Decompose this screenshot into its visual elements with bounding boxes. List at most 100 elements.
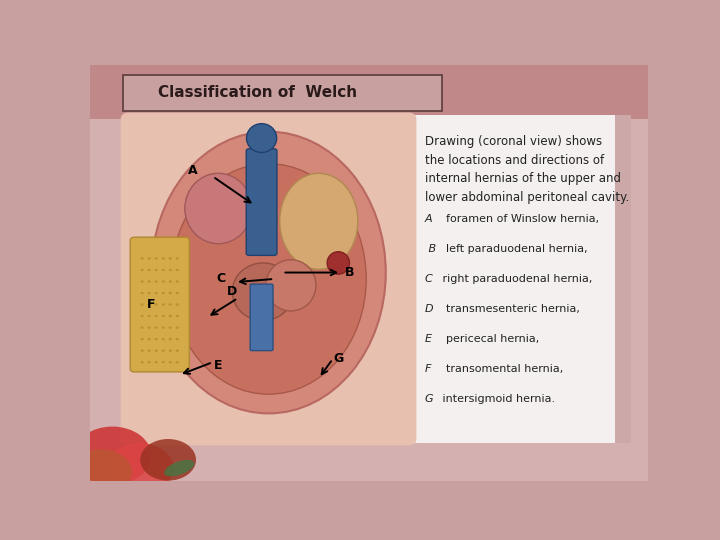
Circle shape (140, 338, 144, 340)
Circle shape (168, 257, 172, 260)
Circle shape (168, 292, 172, 294)
Circle shape (176, 257, 179, 260)
Circle shape (155, 349, 158, 352)
Circle shape (140, 280, 144, 283)
Text: G: G (333, 353, 343, 366)
Circle shape (140, 257, 144, 260)
Text: D: D (425, 305, 433, 314)
Circle shape (168, 269, 172, 271)
Circle shape (161, 326, 165, 329)
Circle shape (161, 257, 165, 260)
Circle shape (148, 280, 151, 283)
Circle shape (161, 269, 165, 271)
Circle shape (176, 292, 179, 294)
Circle shape (148, 326, 151, 329)
Circle shape (155, 257, 158, 260)
Text: G: G (425, 394, 433, 404)
Circle shape (155, 280, 158, 283)
Circle shape (176, 269, 179, 271)
Circle shape (161, 292, 165, 294)
Circle shape (176, 361, 179, 363)
Text: A: A (189, 164, 198, 177)
Text: left paraduodenal hernia,: left paraduodenal hernia, (438, 245, 588, 254)
Circle shape (148, 338, 151, 340)
FancyBboxPatch shape (246, 149, 277, 255)
Text: F: F (425, 364, 431, 374)
Text: intersigmoid hernia.: intersigmoid hernia. (438, 394, 555, 404)
Circle shape (73, 427, 151, 485)
Text: C: C (217, 273, 225, 286)
Circle shape (161, 303, 165, 306)
Circle shape (140, 361, 144, 363)
Circle shape (148, 269, 151, 271)
Text: B: B (425, 245, 436, 254)
FancyBboxPatch shape (126, 114, 615, 443)
Circle shape (176, 326, 179, 329)
Circle shape (176, 303, 179, 306)
Ellipse shape (266, 260, 316, 311)
Circle shape (155, 361, 158, 363)
Circle shape (168, 326, 172, 329)
Circle shape (168, 303, 172, 306)
Text: E: E (214, 359, 222, 372)
Circle shape (148, 315, 151, 318)
Text: right paraduodenal hernia,: right paraduodenal hernia, (438, 274, 592, 285)
Circle shape (155, 303, 158, 306)
Circle shape (168, 338, 172, 340)
FancyBboxPatch shape (90, 65, 648, 119)
Circle shape (176, 315, 179, 318)
Circle shape (155, 338, 158, 340)
Circle shape (168, 315, 172, 318)
FancyBboxPatch shape (121, 113, 416, 446)
Circle shape (168, 361, 172, 363)
Ellipse shape (327, 252, 349, 274)
Ellipse shape (171, 164, 366, 394)
Circle shape (148, 349, 151, 352)
FancyBboxPatch shape (130, 237, 189, 372)
FancyBboxPatch shape (250, 284, 273, 350)
Circle shape (176, 338, 179, 340)
Text: pericecal hernia,: pericecal hernia, (438, 334, 539, 344)
Ellipse shape (185, 173, 252, 244)
Ellipse shape (164, 460, 194, 476)
Ellipse shape (280, 173, 358, 269)
Text: E: E (425, 334, 432, 344)
Text: B: B (345, 266, 354, 279)
Text: C: C (425, 274, 433, 285)
Text: A: A (425, 214, 433, 225)
Circle shape (176, 349, 179, 352)
Circle shape (140, 349, 144, 352)
Circle shape (161, 280, 165, 283)
Circle shape (140, 303, 144, 306)
Circle shape (148, 257, 151, 260)
Text: D: D (228, 285, 238, 298)
Circle shape (161, 349, 165, 352)
Circle shape (140, 326, 144, 329)
Ellipse shape (233, 263, 294, 321)
Circle shape (140, 269, 144, 271)
Text: transomental hernia,: transomental hernia, (438, 364, 563, 374)
Circle shape (168, 280, 172, 283)
Circle shape (140, 439, 196, 481)
Circle shape (155, 315, 158, 318)
Circle shape (161, 338, 165, 340)
Circle shape (71, 449, 132, 495)
Circle shape (176, 280, 179, 283)
Text: F: F (147, 298, 156, 311)
FancyBboxPatch shape (436, 114, 631, 443)
Circle shape (155, 269, 158, 271)
Circle shape (161, 361, 165, 363)
Circle shape (107, 443, 174, 493)
Circle shape (140, 315, 144, 318)
Circle shape (140, 292, 144, 294)
Text: Classification of  Welch: Classification of Welch (158, 85, 357, 100)
Circle shape (161, 315, 165, 318)
Circle shape (168, 349, 172, 352)
Ellipse shape (151, 132, 386, 414)
Circle shape (155, 292, 158, 294)
Circle shape (148, 361, 151, 363)
Ellipse shape (246, 124, 276, 152)
Circle shape (148, 303, 151, 306)
Circle shape (155, 326, 158, 329)
Text: foramen of Winslow hernia,: foramen of Winslow hernia, (438, 214, 599, 225)
